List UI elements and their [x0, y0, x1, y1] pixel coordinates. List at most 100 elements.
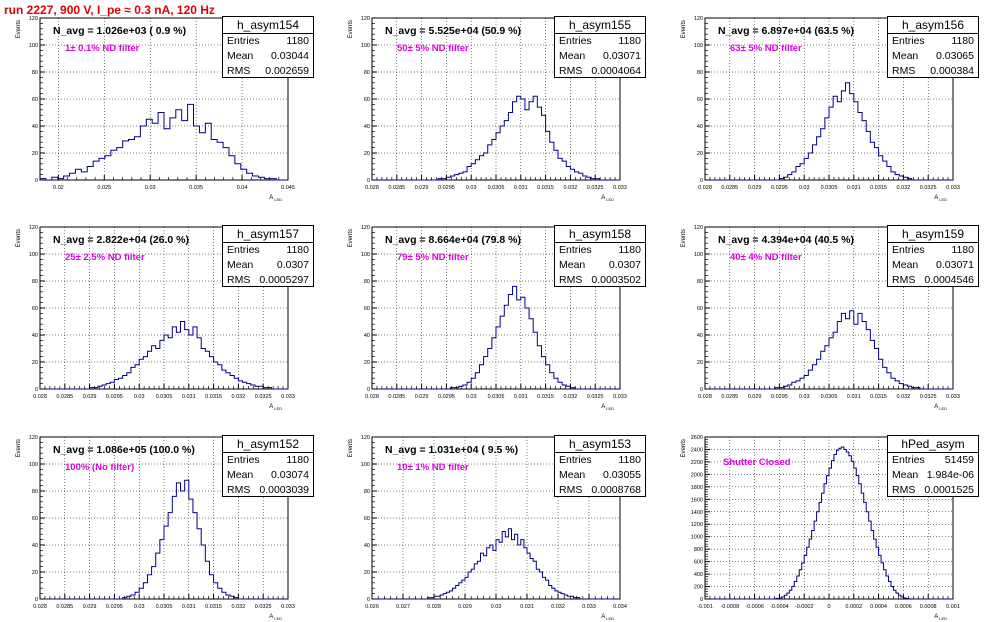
x-tick-label: 0.0285: [56, 394, 73, 400]
stats-value: 1180: [951, 244, 974, 256]
stats-box: h_asym153 Entries 1180 Mean 0.03055 RMS 0.0008…: [554, 435, 646, 497]
stats-value: 0.03071: [603, 50, 641, 62]
x-tick-label: 0.03: [799, 394, 810, 400]
x-tick-label: 0.0295: [106, 394, 123, 400]
stats-label: RMS: [559, 484, 583, 496]
filter-label: 63± 5% ND filter: [730, 43, 802, 54]
stats-row-mean: Mean 0.03065: [888, 49, 978, 64]
stats-box: h_asym158 Entries 1180 Mean 0.0307 RMS 0.00035…: [554, 225, 646, 287]
x-tick-label: 0.0315: [537, 185, 554, 191]
y-tick-label: 100: [29, 43, 38, 49]
stats-title: h_asym155: [555, 17, 645, 34]
stats-row-rms: RMS 0.0008768: [555, 483, 645, 498]
stats-label: RMS: [559, 65, 583, 77]
y-tick-label: 120: [361, 435, 370, 441]
x-tick-label: 0.0006: [895, 604, 912, 610]
x-tick-label: 0.0002: [845, 604, 862, 610]
x-tick-label: 0.0008: [920, 604, 937, 610]
navg-label: N_avg = 4.394e+04 (40.5 %): [718, 234, 855, 246]
y-tick-label: 2600: [691, 435, 703, 441]
stats-value: 0.0008768: [591, 484, 641, 496]
y-tick-label: 20: [32, 570, 38, 576]
stats-box: hPed_asym Entries 51459 Mean 1.984e-06 RMS 0.0…: [887, 435, 979, 497]
stats-value: 0.0003039: [259, 484, 309, 496]
histogram-svg: 0 200 400 600 800 1000 1200 1400 1600 1800 2000 220…: [681, 435, 960, 621]
stats-label: RMS: [227, 274, 251, 286]
x-axis-title: ALED: [934, 614, 947, 621]
x-tick-label: 0.033: [281, 604, 295, 610]
histogram-svg: 0 20 40 60 80 100 120 0.028 0.0285 0.029 0.0295 0.0…: [16, 435, 295, 621]
y-tick-label: 80: [32, 70, 38, 76]
stats-title: h_asym159: [888, 226, 978, 243]
x-tick-label: 0.032: [897, 394, 911, 400]
y-tick-label: 0: [367, 597, 370, 603]
stats-row-rms: RMS 0.0001525: [888, 483, 978, 498]
x-tick-label: 0.032: [897, 185, 911, 191]
stats-row-entries: Entries 1180: [223, 243, 313, 258]
histogram-line: [39, 103, 288, 181]
y-tick-label: 60: [32, 97, 38, 103]
y-tick-label: 0: [35, 178, 38, 184]
x-tick-label: 0.032: [232, 604, 246, 610]
y-tick-label: 100: [29, 462, 38, 468]
x-tick-label: 0.031: [520, 604, 534, 610]
x-tick-label: 0.032: [232, 394, 246, 400]
y-tick-label: 40: [364, 543, 370, 549]
x-tick-label: 0.029: [83, 604, 97, 610]
stats-row-mean: Mean 0.03055: [555, 468, 645, 483]
x-tick-label: 0.03: [134, 394, 145, 400]
stats-title: h_asym157: [223, 226, 313, 243]
y-axis-title: Events: [16, 229, 22, 247]
y-tick-label: 40: [32, 124, 38, 130]
x-axis-title: ALED: [934, 195, 947, 202]
filter-label: 1± 0.1% ND filter: [65, 43, 140, 54]
x-tick-label: 0.029: [415, 185, 429, 191]
x-axis-title: ALED: [601, 404, 614, 411]
x-tick-label: 0.03: [134, 604, 145, 610]
stats-box: h_asym154 Entries 1180 Mean 0.03044 RMS 0.0026…: [222, 16, 314, 78]
stats-label: Mean: [559, 469, 586, 481]
stats-label: RMS: [892, 484, 916, 496]
stats-title: hPed_asym: [888, 436, 978, 453]
stats-label: Mean: [892, 50, 919, 62]
x-tick-label: 0.031: [182, 604, 196, 610]
stats-row-rms: RMS 0.0003039: [223, 483, 313, 498]
histogram-pad-h_asym159: 0 20 40 60 80 100 120 0.028 0.0285 0.029 0.0295 0.0…: [675, 223, 963, 415]
x-tick-label: 0.03: [799, 185, 810, 191]
stats-row-mean: Mean 0.03071: [888, 258, 978, 273]
stats-row-entries: Entries 1180: [555, 243, 645, 258]
x-tick-label: -0.0008: [720, 604, 739, 610]
navg-label: N_avg = 1.031e+04 ( 9.5 %): [385, 444, 519, 456]
stats-box: h_asym152 Entries 1180 Mean 0.03074 RMS 0.0003…: [222, 435, 314, 497]
filter-label: 25± 2.5% ND filter: [65, 252, 145, 263]
y-tick-label: 20: [364, 570, 370, 576]
y-tick-label: 80: [364, 489, 370, 495]
histogram-pad-h_asym157: 0 20 40 60 80 100 120 0.028 0.0285 0.029 0.0295 0.0…: [10, 223, 298, 415]
y-tick-label: 120: [694, 225, 703, 231]
y-tick-label: 60: [697, 306, 703, 312]
x-tick-label: 0.032: [564, 394, 578, 400]
stats-label: Mean: [227, 50, 254, 62]
x-tick-label: 0: [827, 604, 830, 610]
y-tick-label: 1800: [691, 485, 703, 491]
stats-label: RMS: [892, 65, 916, 77]
y-tick-label: 20: [32, 360, 38, 366]
y-tick-label: 1600: [691, 497, 703, 503]
y-tick-label: 20: [697, 360, 703, 366]
y-axis-title: Events: [681, 20, 687, 38]
stats-title: h_asym156: [888, 17, 978, 34]
filter-label: 100% (No filter): [65, 462, 135, 473]
x-tick-label: 0.0315: [870, 185, 887, 191]
y-tick-label: 60: [364, 97, 370, 103]
y-tick-label: 60: [32, 516, 38, 522]
stats-row-rms: RMS 0.0004546: [888, 273, 978, 288]
stats-value: 1180: [951, 35, 974, 47]
x-tick-label: 0.0325: [587, 185, 604, 191]
y-axis-title: Events: [16, 20, 22, 38]
y-tick-label: 0: [700, 387, 703, 393]
y-tick-label: 1000: [691, 535, 703, 541]
y-tick-label: 120: [361, 225, 370, 231]
navg-label: N_avg = 2.822e+04 (26.0 %): [53, 234, 190, 246]
stats-row-entries: Entries 1180: [223, 34, 313, 49]
x-tick-label: 0.033: [946, 185, 960, 191]
